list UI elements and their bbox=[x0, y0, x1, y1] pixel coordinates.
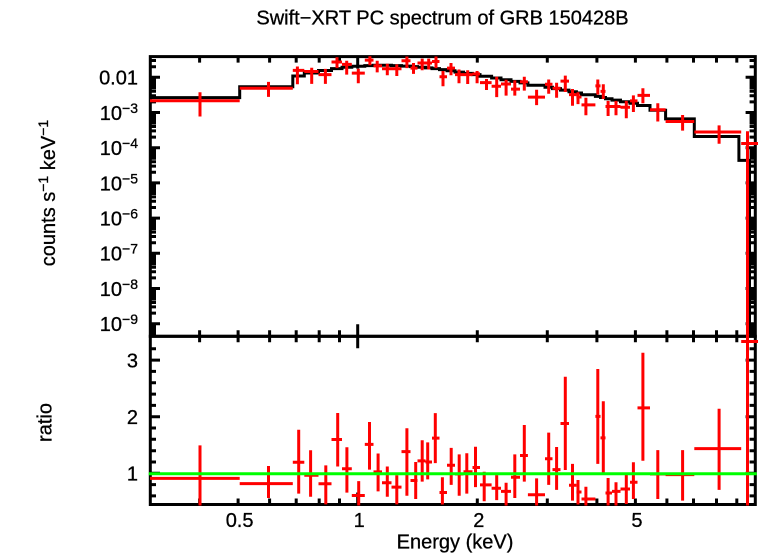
svg-text:counts s−1 keV−1: counts s−1 keV−1 bbox=[35, 120, 60, 267]
svg-text:2: 2 bbox=[127, 407, 138, 429]
svg-text:1: 1 bbox=[354, 510, 365, 532]
svg-text:1: 1 bbox=[127, 464, 138, 486]
svg-text:0.5: 0.5 bbox=[226, 510, 254, 532]
svg-text:ratio: ratio bbox=[35, 403, 57, 442]
svg-text:3: 3 bbox=[127, 351, 138, 373]
svg-text:0.01: 0.01 bbox=[99, 68, 138, 90]
svg-text:2: 2 bbox=[473, 510, 484, 532]
svg-text:5: 5 bbox=[631, 510, 642, 532]
svg-text:Energy (keV): Energy (keV) bbox=[397, 532, 514, 554]
svg-text:10−5: 10−5 bbox=[100, 170, 138, 195]
svg-text:Swift−XRT PC spectrum of GRB 1: Swift−XRT PC spectrum of GRB 150428B bbox=[256, 8, 628, 30]
svg-text:10−6: 10−6 bbox=[100, 206, 138, 231]
